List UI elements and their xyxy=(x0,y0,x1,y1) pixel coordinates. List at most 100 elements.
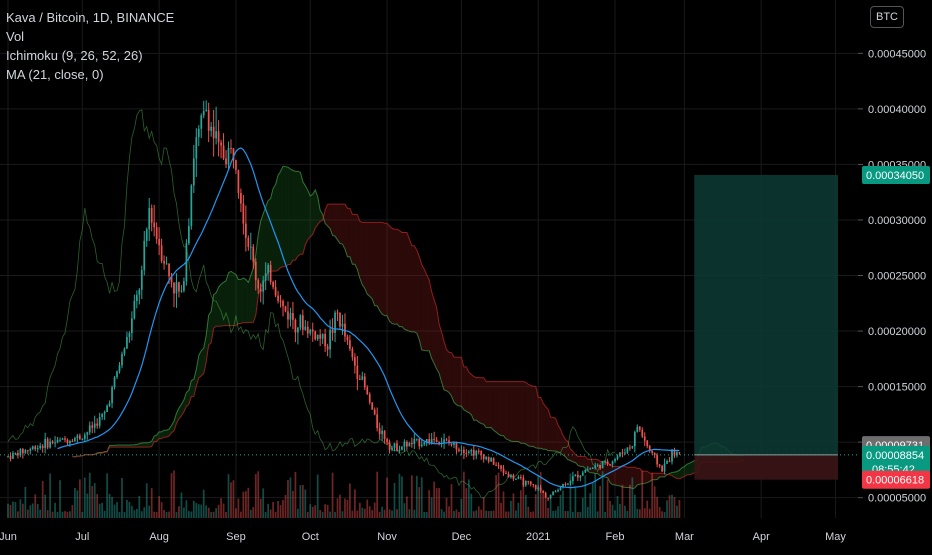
volume-bar xyxy=(299,485,301,518)
cloud-segment xyxy=(516,382,518,442)
stop-zone[interactable] xyxy=(694,455,838,480)
candle-body xyxy=(146,229,148,241)
candle-body xyxy=(334,313,336,333)
volume-bars xyxy=(7,470,680,518)
volume-bar xyxy=(369,506,371,518)
volume-bar xyxy=(24,487,26,518)
volume-bar xyxy=(190,512,192,518)
cloud-segment xyxy=(538,397,540,448)
candle-body xyxy=(44,439,46,448)
volume-bar xyxy=(52,512,54,518)
candle-body xyxy=(614,459,616,461)
volume-bar xyxy=(153,512,155,518)
volume-bar xyxy=(480,510,482,518)
cloud-segment xyxy=(417,250,419,340)
candle-body xyxy=(104,412,106,414)
volume-indicator-label[interactable]: Vol xyxy=(6,27,174,46)
candle-body xyxy=(560,487,562,490)
candle-body xyxy=(587,470,589,471)
volume-bar xyxy=(584,475,586,518)
volume-bar xyxy=(220,498,222,518)
volume-bar xyxy=(453,511,455,518)
candle-body xyxy=(57,440,59,443)
volume-bar xyxy=(671,495,673,518)
candle-body xyxy=(579,476,581,478)
ma-indicator-label[interactable]: MA (21, close, 0) xyxy=(6,65,174,84)
cloud-segment xyxy=(625,466,627,487)
volume-bar xyxy=(15,502,17,518)
cloud-segment xyxy=(506,382,508,440)
cloud-segment xyxy=(241,278,243,323)
cloud-segment xyxy=(432,292,434,364)
cloud-segment xyxy=(238,279,240,323)
volume-bar xyxy=(136,509,138,518)
candle-body xyxy=(404,442,406,447)
candle-body xyxy=(629,448,631,449)
volume-bar xyxy=(634,495,636,518)
candle-body xyxy=(599,465,601,468)
volume-bar xyxy=(243,492,245,518)
symbol-title[interactable]: Kava / Bitcoin, 1D, BINANCE xyxy=(6,8,174,27)
volume-bar xyxy=(649,509,651,518)
volume-bar xyxy=(607,479,609,518)
volume-bar xyxy=(193,501,195,518)
candle-body xyxy=(495,465,497,466)
volume-bar xyxy=(74,488,76,518)
price-tick-label: 0.00020000 xyxy=(868,326,926,338)
candle-body xyxy=(307,327,309,334)
volume-bar xyxy=(324,504,326,518)
cloud-segment xyxy=(489,382,491,428)
candle-body xyxy=(421,445,423,447)
volume-bar xyxy=(654,486,656,518)
cloud-segment xyxy=(459,357,461,406)
volume-bar xyxy=(381,507,383,518)
candle-body xyxy=(659,464,661,465)
volume-bar xyxy=(265,512,267,518)
volume-bar xyxy=(186,500,188,518)
cloud-segment xyxy=(553,418,555,452)
volume-bar xyxy=(458,512,460,518)
candle-body xyxy=(669,461,671,462)
candle-body xyxy=(376,414,378,428)
currency-button[interactable]: BTC xyxy=(870,6,904,28)
candle-body xyxy=(535,485,537,489)
cloud-segment xyxy=(424,269,426,351)
target-zone[interactable] xyxy=(694,175,838,455)
volume-bar xyxy=(138,496,140,518)
volume-bar xyxy=(572,512,574,518)
volume-bar xyxy=(617,496,619,518)
time-tick-label: Oct xyxy=(302,531,319,543)
candle-body xyxy=(257,280,259,288)
candle-body xyxy=(223,146,225,159)
candle-body xyxy=(349,340,351,349)
time-tick-label: Apr xyxy=(753,531,770,543)
volume-bar xyxy=(106,473,108,518)
candle-body xyxy=(272,282,274,287)
candle-body xyxy=(409,443,411,447)
volume-bar xyxy=(173,470,175,518)
cloud-segment xyxy=(412,246,414,332)
candle-body xyxy=(275,287,277,295)
candle-body xyxy=(32,446,34,449)
cloud-segment xyxy=(466,367,468,413)
cloud-segment xyxy=(447,350,449,393)
ichimoku-indicator-label[interactable]: Ichimoku (9, 26, 52, 26) xyxy=(6,46,174,65)
volume-bar xyxy=(262,488,264,518)
volume-bar xyxy=(59,480,61,518)
candle-body xyxy=(354,357,356,365)
volume-bar xyxy=(297,509,299,518)
cloud-segment xyxy=(491,382,493,431)
time-tick-label: Jun xyxy=(0,531,17,543)
time-tick-label: Mar xyxy=(675,531,694,543)
candle-body xyxy=(295,320,297,333)
volume-bar xyxy=(168,512,170,518)
candle-body xyxy=(369,394,371,403)
cloud-segment xyxy=(246,280,248,323)
volume-bar xyxy=(47,510,49,518)
candle-body xyxy=(361,376,363,379)
cloud-segment xyxy=(365,222,367,294)
volume-bar xyxy=(555,510,557,518)
cloud-segment xyxy=(392,228,394,324)
candle-body xyxy=(22,449,24,453)
candle-body xyxy=(664,464,666,472)
